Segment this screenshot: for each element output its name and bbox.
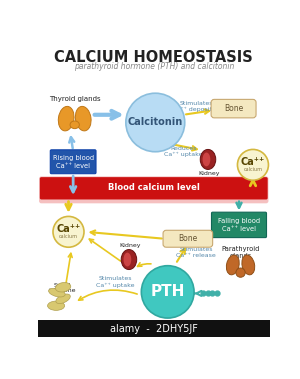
- FancyBboxPatch shape: [211, 99, 256, 118]
- FancyBboxPatch shape: [163, 230, 213, 247]
- Circle shape: [53, 216, 84, 247]
- Ellipse shape: [200, 149, 216, 169]
- Text: Rising blood
Ca⁺⁺ level: Rising blood Ca⁺⁺ level: [52, 155, 94, 169]
- Text: Stimulates
Ca⁺⁺ uptake: Stimulates Ca⁺⁺ uptake: [96, 276, 134, 288]
- Text: Blood calcium level: Blood calcium level: [108, 183, 200, 193]
- FancyBboxPatch shape: [40, 177, 268, 199]
- Text: Ca⁺⁺: Ca⁺⁺: [56, 224, 81, 234]
- Text: Small
intestine: Small intestine: [49, 283, 76, 293]
- Ellipse shape: [75, 106, 91, 131]
- Text: Stimulates
Ca⁺⁺ deposition: Stimulates Ca⁺⁺ deposition: [172, 101, 221, 113]
- Ellipse shape: [56, 282, 71, 292]
- Ellipse shape: [58, 106, 74, 131]
- Ellipse shape: [226, 255, 239, 275]
- Text: Bone: Bone: [178, 234, 197, 243]
- FancyBboxPatch shape: [50, 150, 96, 174]
- Ellipse shape: [49, 288, 65, 297]
- Circle shape: [238, 149, 268, 180]
- Text: Falling blood
Ca⁺⁺ level: Falling blood Ca⁺⁺ level: [218, 218, 260, 232]
- Ellipse shape: [236, 268, 245, 277]
- Ellipse shape: [121, 249, 137, 269]
- Text: PTH: PTH: [151, 284, 185, 299]
- FancyBboxPatch shape: [39, 176, 268, 203]
- Text: calcium: calcium: [59, 234, 78, 239]
- Circle shape: [141, 266, 194, 318]
- Ellipse shape: [48, 301, 64, 310]
- Text: Stimulates
Ca⁺⁺ release: Stimulates Ca⁺⁺ release: [176, 247, 216, 258]
- Text: Parathyroid
glands: Parathyroid glands: [221, 246, 260, 259]
- Ellipse shape: [56, 294, 70, 304]
- Text: Bone: Bone: [224, 104, 243, 113]
- Text: alamy  -  2DHY5JF: alamy - 2DHY5JF: [110, 324, 198, 334]
- Text: Calcitonin: Calcitonin: [128, 117, 183, 127]
- Ellipse shape: [202, 152, 210, 166]
- Text: Kidney: Kidney: [199, 171, 220, 176]
- Circle shape: [126, 93, 185, 152]
- Text: calcium: calcium: [244, 167, 262, 172]
- FancyBboxPatch shape: [212, 212, 266, 238]
- Ellipse shape: [124, 253, 131, 266]
- Text: Kidney: Kidney: [120, 243, 141, 248]
- Text: Thyroid glands: Thyroid glands: [49, 96, 100, 102]
- Ellipse shape: [242, 255, 255, 275]
- Text: Reduces
Ca⁺⁺ uptake: Reduces Ca⁺⁺ uptake: [164, 146, 203, 157]
- Text: parathyroid hormone (PTH) and calcitonin: parathyroid hormone (PTH) and calcitonin: [74, 63, 234, 71]
- Text: CALCIUM HOMEOSTASIS: CALCIUM HOMEOSTASIS: [54, 50, 253, 65]
- Text: Ca⁺⁺: Ca⁺⁺: [241, 157, 265, 167]
- FancyBboxPatch shape: [38, 320, 270, 337]
- Ellipse shape: [70, 121, 80, 128]
